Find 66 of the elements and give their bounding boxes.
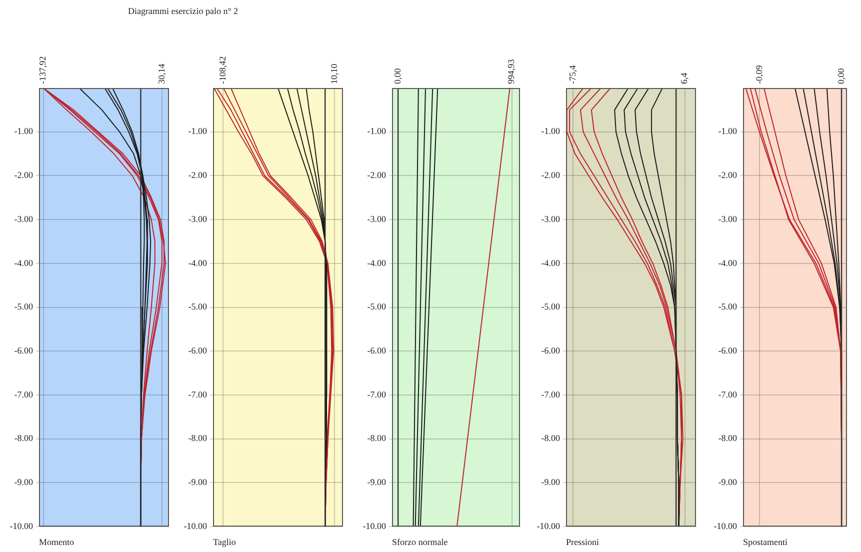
y-tick-label: -9.00 <box>718 477 738 488</box>
y-tick-label: -4.00 <box>14 258 34 268</box>
x-tick-label: -0,09 <box>754 64 764 84</box>
y-tick-label: -9.00 <box>367 477 386 488</box>
y-tick-label: -7.00 <box>718 389 738 400</box>
y-tick-label: -2.00 <box>367 170 386 180</box>
y-tick-label: -4.00 <box>188 258 208 268</box>
x-axis-title: Momento <box>39 537 74 547</box>
y-tick-label: -2.00 <box>718 170 738 180</box>
y-tick-label: -7.00 <box>367 389 386 400</box>
y-tick-label: -2.00 <box>541 170 560 180</box>
y-tick-label: -1.00 <box>188 126 208 136</box>
y-tick-label: -3.00 <box>188 214 208 224</box>
y-tick-label: -8.00 <box>188 433 208 444</box>
x-tick-label: 6,4 <box>679 72 690 84</box>
x-tick-label: -137,92 <box>38 56 48 84</box>
y-tick-label: -6.00 <box>541 346 560 356</box>
y-tick-label: -9.00 <box>188 477 208 488</box>
y-tick-label: -8.00 <box>367 433 386 444</box>
y-tick-label: -5.00 <box>14 302 34 312</box>
y-tick-label: -3.00 <box>14 214 34 224</box>
y-tick-label: -7.00 <box>541 389 560 400</box>
y-tick-label: -7.00 <box>14 389 34 400</box>
y-tick-label: -1.00 <box>718 126 738 136</box>
y-tick-label: -8.00 <box>541 433 560 444</box>
x-tick-label: -75,4 <box>567 64 578 84</box>
y-tick-label: -10.00 <box>536 520 560 531</box>
y-tick-label: -8.00 <box>718 433 738 444</box>
y-tick-label: -1.00 <box>14 126 34 136</box>
y-tick-label: -3.00 <box>541 214 560 224</box>
x-tick-label: -108,42 <box>217 56 228 84</box>
x-tick-label: 994,93 <box>506 58 516 84</box>
x-axis-title: Spostamenti <box>743 537 788 547</box>
y-tick-label: -5.00 <box>718 302 738 312</box>
chart-title: Diagrammi esercizio palo n° 2 <box>128 6 238 16</box>
y-tick-label: -1.00 <box>541 126 560 136</box>
y-tick-label: -4.00 <box>367 258 386 268</box>
x-axis-title: Pressioni <box>566 537 600 547</box>
y-tick-label: -9.00 <box>541 477 560 488</box>
x-tick-label: 0,00 <box>392 68 402 84</box>
y-tick-label: -7.00 <box>188 389 208 400</box>
y-tick-label: -9.00 <box>14 477 34 488</box>
y-tick-label: -10.00 <box>184 520 208 531</box>
y-tick-label: -5.00 <box>541 302 560 312</box>
y-tick-label: -5.00 <box>188 302 208 312</box>
y-tick-label: -3.00 <box>367 214 386 224</box>
y-tick-label: -4.00 <box>541 258 560 268</box>
y-tick-label: -8.00 <box>14 433 34 444</box>
y-tick-label: -6.00 <box>367 346 386 356</box>
y-tick-label: -6.00 <box>188 346 208 356</box>
y-tick-label: -5.00 <box>367 302 386 312</box>
x-tick-label: 0,00 <box>836 68 846 84</box>
y-tick-label: -2.00 <box>188 170 208 180</box>
y-tick-label: -1.00 <box>367 126 386 136</box>
y-tick-label: -3.00 <box>718 214 738 224</box>
y-tick-label: -10.00 <box>362 520 386 531</box>
x-tick-label: 10,10 <box>328 63 339 84</box>
x-axis-title: Sforzo normale <box>392 537 448 547</box>
y-tick-label: -4.00 <box>718 258 738 268</box>
y-tick-label: -2.00 <box>14 170 34 180</box>
x-axis-title: Taglio <box>213 537 236 547</box>
x-tick-label: 30,14 <box>156 63 166 84</box>
y-tick-label: -10.00 <box>714 520 738 531</box>
y-tick-label: -10.00 <box>10 520 34 531</box>
y-tick-label: -6.00 <box>718 346 738 356</box>
y-tick-label: -6.00 <box>14 346 34 356</box>
